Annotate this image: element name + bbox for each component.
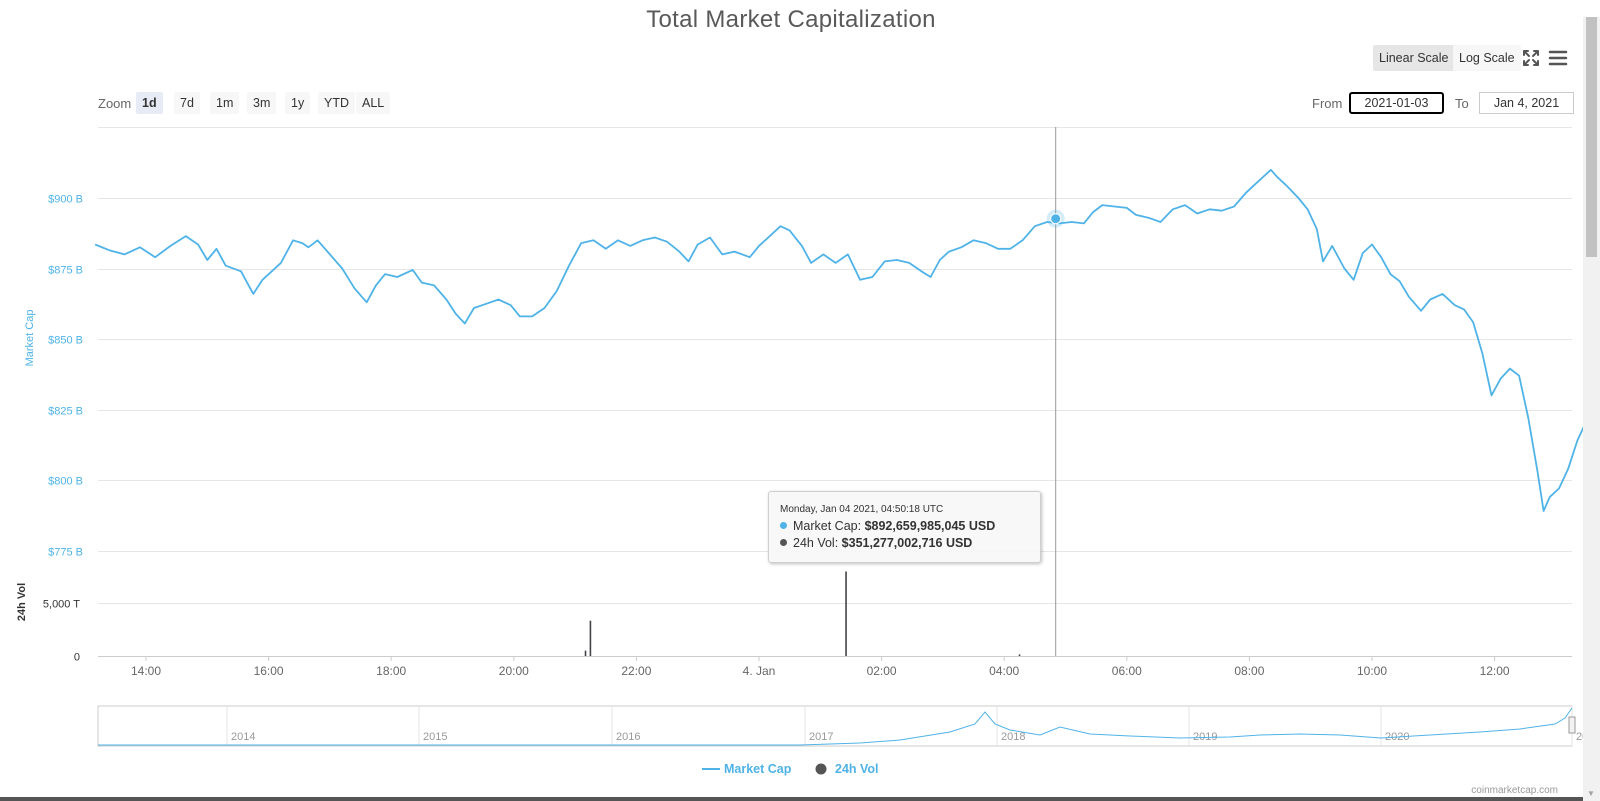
volume-axis-title: 24h Vol — [16, 583, 28, 621]
market-cap-line — [94, 168, 1583, 512]
x-tick-label: 4. Jan — [743, 664, 776, 678]
navigator-year-label: 2017 — [809, 731, 833, 743]
from-label: From — [1312, 96, 1343, 111]
y-tick-label: $900 B — [48, 194, 83, 206]
navigator-series — [98, 707, 1573, 746]
volume-y-axis: 0 5,000 T — [43, 599, 1572, 664]
zoom-label: Zoom — [98, 96, 132, 111]
tooltip-vol-label: 24h Vol: — [793, 536, 839, 550]
zoom-all-button[interactable]: ALL — [356, 92, 391, 114]
x-tick-label: 20:00 — [499, 664, 529, 678]
tooltip: Monday, Jan 04 2021, 04:50:18 UTC Market… — [768, 491, 1041, 563]
navigator-year-label: 2016 — [616, 731, 640, 743]
volume-dot-icon — [780, 539, 787, 546]
y-tick-label: $800 B — [48, 476, 83, 488]
scrollbar-thumb[interactable] — [1586, 17, 1597, 257]
from-date-input[interactable] — [1349, 92, 1444, 114]
market-cap-y-axis: $775 B $800 B $825 B $850 B $875 B $900 B — [48, 194, 83, 559]
gridlines — [98, 127, 1572, 552]
market-cap-series — [94, 168, 1583, 512]
hover-point — [1050, 213, 1062, 225]
x-tick-label: 22:00 — [621, 664, 651, 678]
volume-tick-label: 0 — [74, 652, 80, 664]
log-scale-button[interactable]: Log Scale — [1453, 45, 1521, 71]
tooltip-vol-row: 24h Vol: $351,277,002,716 USD — [780, 536, 1029, 553]
zoom-7d-button[interactable]: 7d — [174, 92, 200, 114]
page-scrollbar[interactable]: ▼ — [1583, 17, 1600, 801]
legend-market-cap[interactable]: Market Cap — [724, 762, 792, 776]
navigator-handle[interactable] — [1568, 716, 1576, 734]
zoom-ytd-button[interactable]: YTD — [318, 92, 355, 114]
crosshair — [1046, 127, 1065, 656]
window-bottom-edge — [0, 797, 1583, 801]
x-tick-label: 02:00 — [867, 664, 897, 678]
navigator[interactable]: 201420152016201720182019202020 — [97, 705, 1583, 747]
menu-icon[interactable] — [1548, 49, 1568, 67]
linear-scale-button[interactable]: Linear Scale — [1373, 45, 1455, 71]
fullscreen-icon[interactable] — [1522, 49, 1540, 67]
volume-tick-label: 5,000 T — [43, 599, 80, 611]
y-tick-label: $775 B — [48, 547, 83, 559]
tooltip-vol-value: $351,277,002,716 USD — [841, 536, 973, 550]
x-tick-label: 08:00 — [1234, 664, 1264, 678]
volume-series — [584, 571, 1021, 656]
chart-title: Total Market Capitalization — [646, 6, 936, 33]
scroll-down-arrow-icon[interactable]: ▼ — [1587, 789, 1595, 798]
x-tick-label: 06:00 — [1112, 664, 1142, 678]
market-cap-axis-title: Market Cap — [24, 310, 36, 367]
tooltip-market-cap-row: Market Cap: $892,659,985,045 USD — [780, 519, 1029, 536]
zoom-1m-button[interactable]: 1m — [210, 92, 240, 114]
zoom-3m-button[interactable]: 3m — [247, 92, 277, 114]
zoom-1y-button[interactable]: 1y — [285, 92, 311, 114]
tooltip-date: Monday, Jan 04 2021, 04:50:18 UTC — [780, 504, 944, 515]
x-tick-label: 16:00 — [254, 664, 284, 678]
navigator-frame — [97, 705, 1573, 747]
legend: Market Cap 24h Vol — [702, 762, 879, 776]
x-tick-label: 04:00 — [989, 664, 1019, 678]
x-axis: 14:00 16:00 18:00 20:00 22:00 4. Jan 02:00 04:0… — [131, 656, 1510, 678]
x-tick-label: 10:00 — [1357, 664, 1387, 678]
market-cap-dot-icon — [780, 522, 787, 529]
to-label: To — [1455, 96, 1469, 111]
navigator-year-label: 2014 — [231, 731, 255, 743]
x-tick-label: 14:00 — [131, 664, 161, 678]
credit-link[interactable]: coinmarketcap.com — [1471, 785, 1558, 796]
y-tick-label: $825 B — [48, 406, 83, 418]
x-tick-label: 12:00 — [1480, 664, 1510, 678]
zoom-1d-button[interactable]: 1d — [136, 92, 163, 114]
y-tick-label: $850 B — [48, 335, 83, 347]
x-tick-label: 18:00 — [376, 664, 406, 678]
to-date-input[interactable] — [1479, 92, 1574, 114]
tooltip-market-cap-value: $892,659,985,045 USD — [864, 519, 996, 533]
legend-24h-vol[interactable]: 24h Vol — [835, 762, 879, 776]
y-tick-label: $875 B — [48, 265, 83, 277]
navigator-year-label: 2018 — [1001, 731, 1025, 743]
navigator-year-label: 2015 — [423, 731, 447, 743]
navigator-year-label: 20 — [1576, 731, 1583, 743]
tooltip-market-cap-label: Market Cap: — [793, 519, 862, 533]
